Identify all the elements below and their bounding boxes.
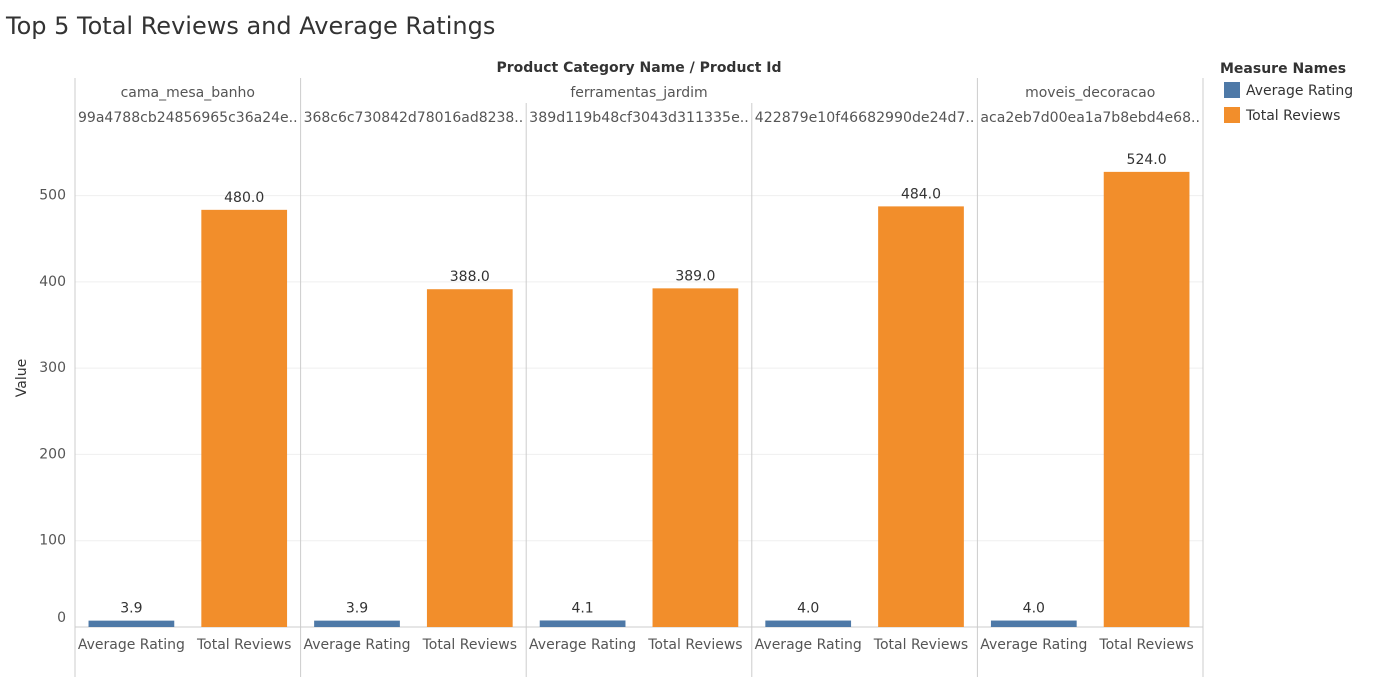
measure-label: Average Rating (980, 637, 1087, 653)
legend-label: Total Reviews (1245, 108, 1340, 124)
measure-label: Total Reviews (873, 637, 968, 653)
data-label: 388.0 (450, 269, 490, 285)
group-label: moveis_decoracao (1025, 85, 1155, 101)
measure-label: Average Rating (529, 637, 636, 653)
bar (426, 289, 513, 627)
legend-title: Measure Names (1220, 61, 1346, 77)
category-label: 389d119b48cf3043d311335e.. (529, 110, 749, 126)
legend-swatch (1224, 82, 1240, 98)
legend-label: Average Rating (1246, 83, 1353, 99)
y-tick-label: 500 (39, 188, 66, 204)
y-tick-label: 200 (39, 446, 66, 462)
bar (88, 620, 175, 627)
bar (990, 620, 1077, 627)
group-label: cama_mesa_banho (121, 85, 255, 101)
data-label: 389.0 (675, 268, 715, 284)
bar (1103, 171, 1190, 628)
bar (539, 620, 626, 627)
category-label: 368c6c730842d78016ad8238.. (304, 110, 524, 126)
legend-swatch (1224, 107, 1240, 123)
measure-label: Total Reviews (422, 637, 517, 653)
header-title: Product Category Name / Product Id (496, 60, 781, 76)
measure-label: Average Rating (755, 637, 862, 653)
y-tick-label: 0 (57, 610, 66, 626)
data-label: 4.0 (1023, 601, 1045, 617)
bar (765, 620, 852, 627)
data-label: 524.0 (1127, 152, 1167, 168)
bar (878, 206, 964, 627)
data-label: 3.9 (120, 601, 142, 617)
data-label: 484.0 (901, 186, 941, 202)
group-label: ferramentas_jardim (570, 85, 707, 101)
measure-label: Average Rating (303, 637, 410, 653)
y-axis-label: Value (14, 359, 30, 397)
chart-title: Top 5 Total Reviews and Average Ratings (5, 12, 495, 40)
category-label: 422879e10f46682990de24d7.. (755, 110, 975, 126)
data-label: 4.1 (571, 600, 593, 616)
bar (652, 288, 739, 627)
data-label: 480.0 (224, 190, 264, 206)
data-label: 4.0 (797, 601, 819, 617)
measure-label: Average Rating (78, 637, 185, 653)
bar (314, 620, 400, 627)
category-label: aca2eb7d00ea1a7b8ebd4e68.. (980, 110, 1200, 126)
data-label: 3.9 (346, 601, 368, 617)
category-label: 99a4788cb24856965c36a24e.. (78, 110, 298, 126)
y-tick-label: 100 (39, 533, 66, 549)
measure-label: Total Reviews (196, 637, 291, 653)
measure-label: Total Reviews (647, 637, 742, 653)
y-tick-label: 400 (39, 274, 66, 290)
y-tick-label: 300 (39, 360, 66, 376)
measure-label: Total Reviews (1098, 637, 1193, 653)
bar (201, 209, 288, 628)
